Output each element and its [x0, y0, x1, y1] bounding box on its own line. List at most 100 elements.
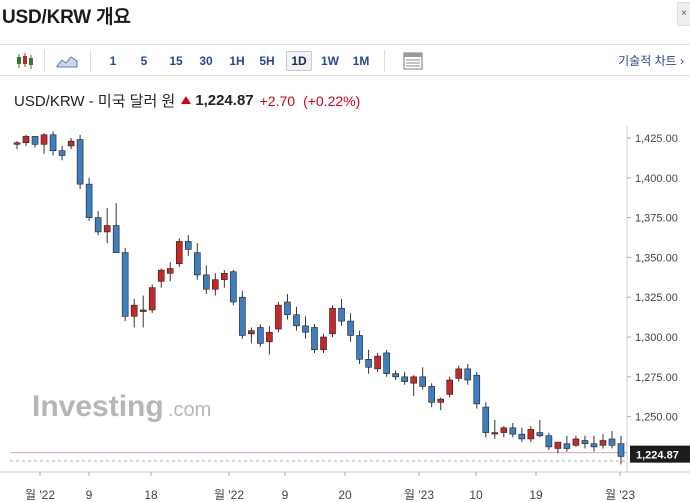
x-tick-label: 20 [338, 488, 352, 502]
candle-body [518, 433, 526, 440]
candle-body [221, 273, 228, 280]
candle-body [329, 308, 336, 335]
candle-body [581, 440, 589, 445]
candle-body [203, 274, 210, 290]
y-tick-label: 1,400.00 [635, 173, 678, 185]
interval-5[interactable]: 5 [140, 54, 148, 68]
candle-body [509, 427, 517, 435]
candle-body [49, 134, 57, 152]
candle-body [410, 376, 417, 384]
y-tick-label: 1,375.00 [635, 213, 678, 225]
candle-body [464, 368, 472, 381]
candle-body [608, 438, 616, 446]
interval-1d[interactable]: 1D [286, 51, 312, 71]
y-tick-label: 1,275.00 [635, 372, 678, 384]
price-change: +2.70 [259, 92, 296, 109]
candle-body [536, 432, 544, 437]
candle-body [374, 355, 381, 370]
x-tick-label: 월 '22 [214, 488, 244, 502]
candle-body [76, 139, 84, 185]
area-chart-icon[interactable] [54, 50, 80, 72]
candle-body [94, 217, 102, 233]
candle-body [121, 252, 129, 317]
last-price-label: 1,224.87 [636, 450, 679, 462]
toolbar-divider [44, 50, 45, 72]
candle-body [446, 379, 454, 395]
candle-body [22, 136, 30, 144]
interval-1h[interactable]: 1H [229, 54, 245, 68]
candle-body [58, 150, 66, 156]
candle-body [545, 435, 553, 448]
candle-body [617, 443, 625, 457]
candle-body [67, 140, 75, 147]
instrument-name: USD/KRW - 미국 달러 원 [14, 93, 176, 110]
candle-body [500, 427, 508, 433]
candle-body [383, 352, 390, 374]
candle-body [347, 320, 354, 336]
candle-body [554, 441, 562, 449]
candle-body [112, 225, 120, 253]
candle-body [139, 309, 147, 312]
candle-body [293, 314, 300, 327]
quote-header: USD/KRW - 미국 달러 원 1,224.87 +2.70 (+0.22%… [14, 90, 360, 111]
candle-body [482, 406, 490, 433]
candle-body [85, 183, 93, 218]
interval-30[interactable]: 30 [199, 54, 213, 68]
x-tick-label: 10 [469, 488, 483, 502]
x-tick-label: 18 [144, 488, 158, 502]
candle-body [356, 335, 363, 360]
candle-body [437, 398, 445, 403]
price-chart[interactable]: 1,425.00 1,400.00 1,375.00 1,350.00 1,325.00… [0, 126, 690, 502]
candle-body [148, 287, 156, 311]
toolbar-divider [90, 50, 91, 72]
candle-body [455, 368, 463, 379]
candle-body [338, 308, 345, 322]
candle-body [239, 296, 246, 336]
interval-5h[interactable]: 5H [259, 54, 275, 68]
candle-body [212, 279, 219, 290]
y-tick-label: 1,250.00 [635, 412, 678, 424]
x-tick-label: 월 '23 [404, 488, 434, 502]
candle-body [248, 330, 255, 335]
up-arrow-icon [181, 95, 192, 104]
candle-body [572, 438, 580, 446]
x-tick-label: 월 '23 [605, 488, 635, 502]
interval-1[interactable]: 1 [109, 54, 117, 68]
candle-body [392, 373, 399, 378]
last-price: 1,224.87 [195, 92, 254, 109]
interval-1m[interactable]: 1M [352, 54, 370, 68]
candle-body [401, 376, 408, 382]
interval-1w[interactable]: 1W [321, 54, 339, 68]
price-change-percent: (+0.22%) [303, 92, 361, 109]
candle-body [175, 241, 183, 265]
investing-watermark-logo: Investing [32, 390, 164, 423]
page-title: USD/KRW 개요 [2, 7, 131, 28]
candle-body [193, 252, 201, 276]
interval-15[interactable]: 15 [169, 54, 183, 68]
table-icon[interactable] [400, 50, 426, 72]
candle-body [473, 374, 481, 405]
candle-body [130, 304, 138, 317]
candle-body [257, 327, 264, 344]
candle-body [302, 325, 309, 333]
x-tick-label: 9 [86, 488, 93, 502]
investing-watermark-suffix: .com [168, 399, 211, 421]
candle-body [599, 440, 607, 446]
close-icon[interactable]: × [677, 2, 690, 26]
x-tick-label: 9 [282, 488, 289, 502]
technical-chart-link[interactable]: 기술적 차트 › [618, 54, 684, 68]
y-tick-label: 1,300.00 [635, 332, 678, 344]
x-tick-label: 19 [529, 488, 543, 502]
candle-body [365, 359, 372, 368]
last-price-box [630, 445, 690, 463]
candle-body [40, 134, 48, 145]
candle-body [103, 225, 111, 233]
toolbar-divider [384, 50, 385, 72]
y-tick-label: 1,425.00 [635, 133, 678, 145]
candlestick-icon[interactable] [12, 50, 38, 72]
candle-body [311, 327, 318, 351]
candle-body [13, 142, 21, 145]
candle-body [184, 241, 192, 250]
candle-body [590, 443, 598, 448]
candle-body [166, 268, 174, 274]
